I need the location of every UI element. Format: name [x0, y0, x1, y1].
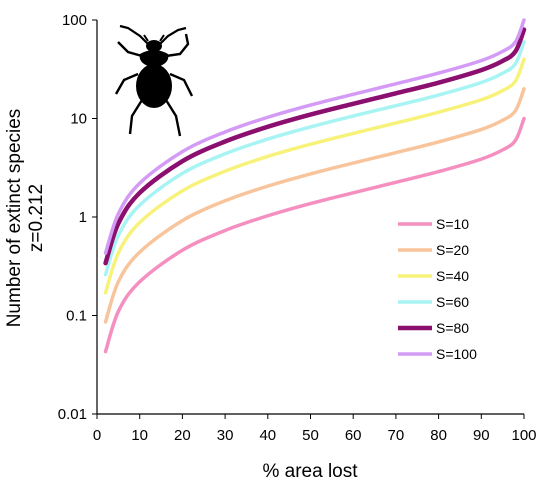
x-tick-label: 40 [259, 427, 276, 444]
legend-label: S=40 [436, 268, 469, 284]
x-tick-label: 70 [388, 427, 405, 444]
y-tick-label: 0.01 [58, 406, 87, 423]
legend-label: S=20 [436, 242, 469, 258]
y-axis-subtitle: z=0.212 [26, 184, 47, 252]
series-line-s-20 [103, 87, 526, 324]
series-line-s-10 [103, 116, 526, 354]
x-tick-label: 80 [430, 427, 447, 444]
x-axis-title: % area lost [262, 461, 358, 482]
y-tick-label: 1 [79, 209, 87, 226]
x-tick-label: 20 [174, 427, 191, 444]
axis-ticks: 0 10 20 30 40 50 60 70 80 90 100 0.01 0.1 1 10 100 [58, 12, 537, 444]
y-tick-label: 100 [62, 12, 87, 29]
legend-label: S=100 [436, 346, 477, 362]
beetle-silhouette-icon [114, 24, 194, 137]
series-line-s-40 [103, 57, 526, 295]
series-line-s-60 [103, 40, 526, 277]
x-tick-label: 90 [473, 427, 490, 444]
x-tick-label: 0 [93, 427, 101, 444]
x-tick-label: 10 [131, 427, 148, 444]
legend-label: S=60 [436, 294, 469, 310]
x-tick-label: 60 [345, 427, 362, 444]
series-line-s-100 [103, 18, 526, 255]
y-axis-title: Number of extinct species [4, 109, 25, 328]
series-line-s-80 [103, 27, 527, 266]
series-layer [103, 18, 527, 354]
legend: S=10 S=20 S=40 S=60 S=80 S=100 [398, 216, 477, 362]
y-tick-label: 10 [70, 111, 87, 128]
x-tick-label: 50 [302, 427, 319, 444]
legend-label: S=80 [436, 320, 469, 336]
x-tick-label: 30 [217, 427, 234, 444]
y-tick-label: 0.1 [66, 308, 87, 325]
legend-label: S=10 [436, 216, 469, 232]
x-tick-label: 100 [511, 427, 536, 444]
